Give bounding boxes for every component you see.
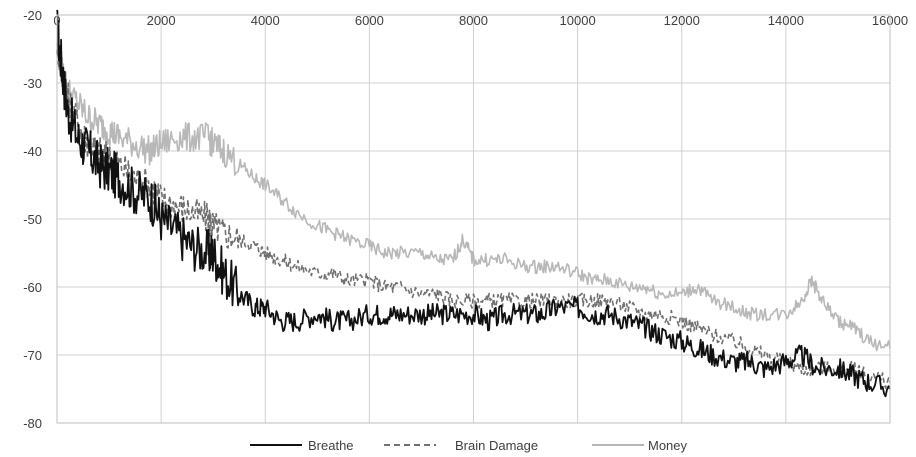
legend-label-breathe: Breathe (308, 438, 354, 453)
legend: Breathe Brain Damage Money (250, 438, 688, 453)
y-tick-label: -40 (23, 144, 42, 159)
legend-label-money: Money (648, 438, 688, 453)
x-tick-label: 2000 (147, 13, 176, 28)
x-tick-label: 10000 (560, 13, 596, 28)
y-tick-label: -60 (23, 280, 42, 295)
x-tick-label: 12000 (664, 13, 700, 28)
y-tick-label: -80 (23, 416, 42, 431)
series-line-money (56, 42, 891, 352)
x-tick-label: 14000 (768, 13, 804, 28)
y-tick-label: -70 (23, 348, 42, 363)
plot-area-border (56, 14, 891, 424)
x-tick-label: 8000 (459, 13, 488, 28)
series-line-breathe (56, 9, 891, 398)
x-tick-label: 6000 (355, 13, 384, 28)
x-tick-label: 4000 (251, 13, 280, 28)
axes: 0 2000 4000 6000 8000 10000 12000 14000 16000-20… (23, 8, 908, 431)
legend-label-brain-damage: Brain Damage (455, 438, 538, 453)
y-tick-label: -30 (23, 76, 42, 91)
series-lines (56, 9, 891, 398)
y-tick-label: -50 (23, 212, 42, 227)
y-tick-label: -20 (23, 8, 42, 23)
series-line-brain-damage (56, 32, 891, 389)
